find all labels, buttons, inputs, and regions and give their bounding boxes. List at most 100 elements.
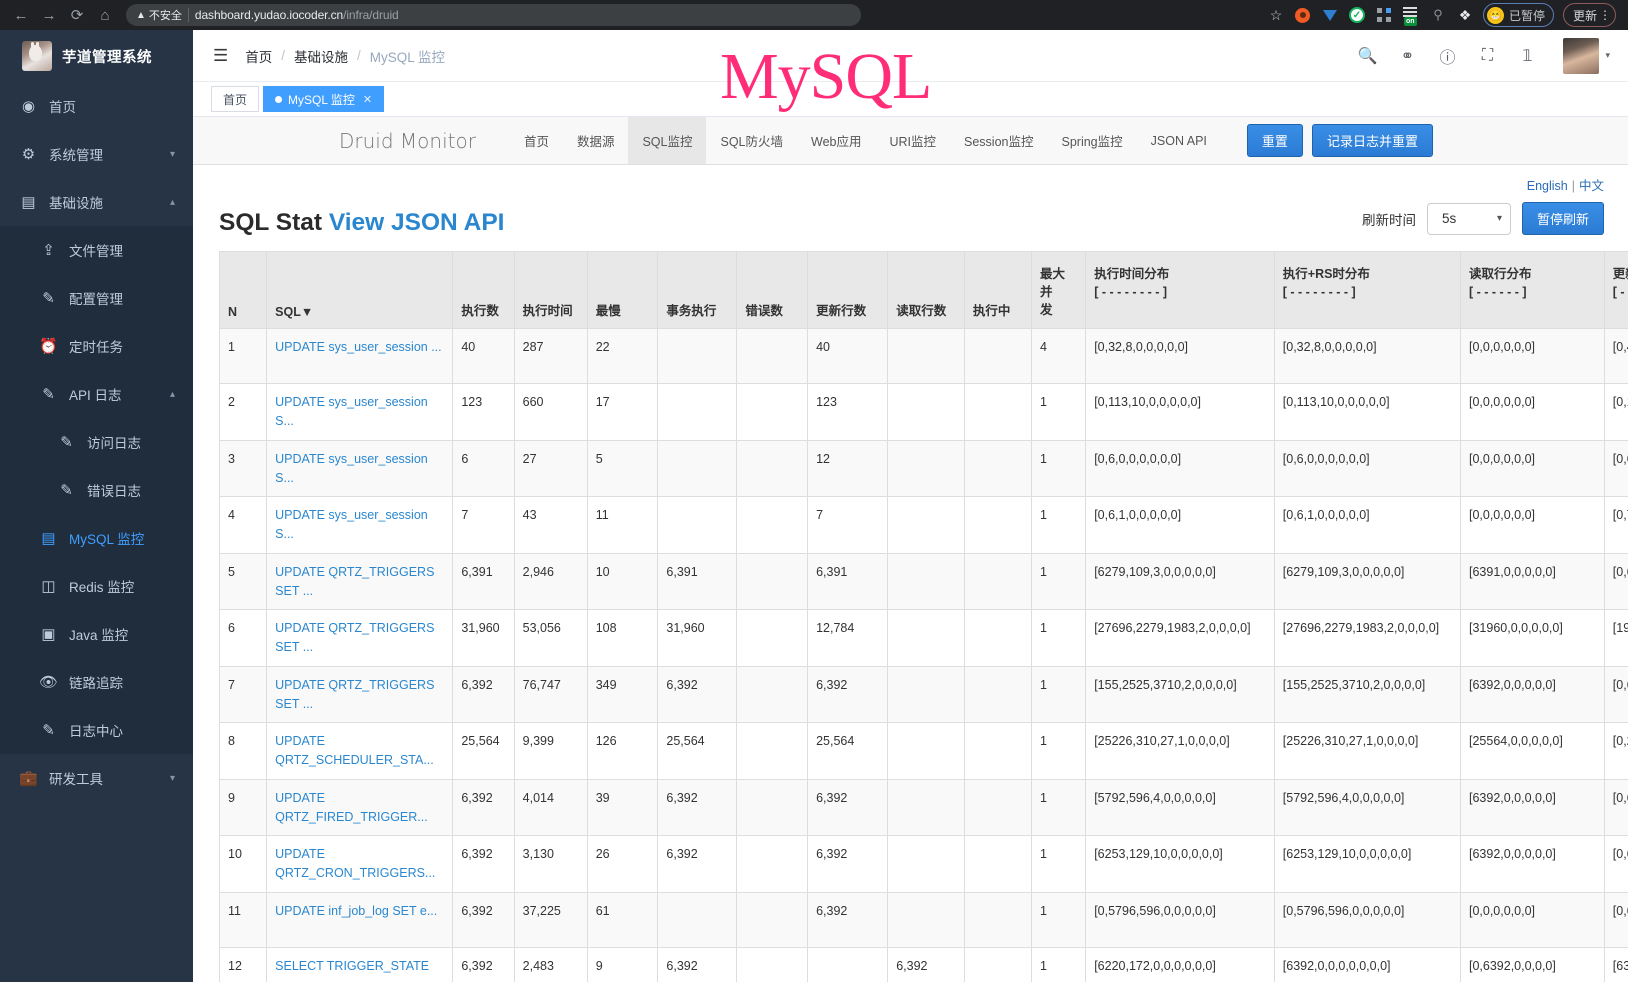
sidebar-item-java-monitor[interactable]: ▣ Java 监控 xyxy=(0,610,193,658)
refresh-interval-select[interactable]: 5s ▾ xyxy=(1426,202,1511,235)
col-exec-count[interactable]: 执行数 xyxy=(452,250,515,330)
extensions-puzzle-icon[interactable]: ❖ xyxy=(1458,6,1472,23)
close-icon[interactable]: ✕ xyxy=(362,93,373,106)
sidebar-item-trace[interactable]: 👁 链路追踪 xyxy=(0,658,193,706)
lang-chinese-link[interactable]: 中文 xyxy=(1578,179,1604,193)
sidebar-item-access-log[interactable]: ✎ 访问日志 xyxy=(0,418,193,466)
breadcrumb-item-home[interactable]: 首页 xyxy=(245,49,273,65)
extension-person-icon[interactable]: ⚲ xyxy=(1433,7,1443,22)
sidebar-item-log-center[interactable]: ✎ 日志中心 xyxy=(0,706,193,754)
extension-grid-icon[interactable] xyxy=(1375,6,1393,24)
help-icon[interactable]: ⓘ xyxy=(1439,49,1456,67)
col-tx-exec[interactable]: 事务执行 xyxy=(657,250,738,330)
sql-link[interactable]: UPDATE QRTZ_TRIGGERS SET ... xyxy=(275,677,435,711)
sql-link[interactable]: UPDATE sys_user_session ... xyxy=(275,340,442,355)
forward-arrow-icon[interactable]: → xyxy=(41,6,57,24)
sql-link[interactable]: UPDATE QRTZ_TRIGGERS SET ... xyxy=(275,564,435,598)
bookmark-star-icon[interactable]: ☆ xyxy=(1269,6,1283,23)
cell-sql[interactable]: UPDATE sys_user_session S... xyxy=(266,496,454,554)
druid-nav-datasource[interactable]: 数据源 xyxy=(563,117,629,164)
col-read-rows[interactable]: 读取行数 xyxy=(887,250,965,330)
sql-link[interactable]: UPDATE inf_job_log SET e... xyxy=(275,903,438,918)
col-sql[interactable]: SQL▼ xyxy=(266,250,454,330)
sidebar-item-error-log[interactable]: ✎ 错误日志 xyxy=(0,466,193,514)
github-icon[interactable]: ⚭ xyxy=(1400,47,1415,65)
lang-english-link[interactable]: English xyxy=(1526,179,1568,193)
reset-button[interactable]: 重置 xyxy=(1246,124,1303,157)
extension-on-icon[interactable]: on xyxy=(1402,6,1420,26)
cell-sql[interactable]: UPDATE QRTZ_TRIGGERS SET ... xyxy=(266,609,454,667)
pause-refresh-button[interactable]: 暂停刷新 xyxy=(1521,202,1604,235)
cell-sql[interactable]: UPDATE QRTZ_TRIGGERS SET ... xyxy=(266,665,454,724)
sql-link[interactable]: UPDATE sys_user_session S... xyxy=(275,395,428,429)
druid-brand[interactable]: Druid Monitor xyxy=(339,128,476,153)
col-n[interactable]: N xyxy=(218,250,268,330)
sql-link[interactable]: UPDATE QRTZ_FIRED_TRIGGER... xyxy=(275,790,428,824)
sidebar-item-config-manage[interactable]: ✎ 配置管理 xyxy=(0,274,193,322)
col-exec-time[interactable]: 执行时间 xyxy=(513,250,588,330)
sidebar-item-system[interactable]: ⚙ 系统管理 ▾ xyxy=(0,130,193,178)
sql-link[interactable]: UPDATE QRTZ_TRIGGERS SET ... xyxy=(275,621,435,655)
sidebar-item-dev-tools[interactable]: 💼 研发工具 ▾ xyxy=(0,754,193,802)
update-button[interactable]: 更新 ⋮ xyxy=(1562,3,1616,27)
sidebar-item-scheduled-task[interactable]: ⏰ 定时任务 xyxy=(0,322,193,370)
druid-nav-home[interactable]: 首页 xyxy=(510,117,563,164)
druid-nav-spring-monitor[interactable]: Spring监控 xyxy=(1048,117,1137,164)
chrome-menu-icon[interactable]: ⋮ xyxy=(1599,8,1611,22)
profile-paused-pill[interactable]: 😁 已暂停 xyxy=(1482,3,1554,27)
hamburger-icon[interactable]: ☰ xyxy=(213,46,228,65)
cell-sql[interactable]: UPDATE QRTZ_TRIGGERS SET ... xyxy=(266,552,454,611)
col-update-rows[interactable]: 更新行数 xyxy=(807,250,889,330)
sql-link[interactable]: SELECT TRIGGER_STATE xyxy=(275,958,430,973)
sql-link[interactable]: UPDATE QRTZ_SCHEDULER_STA... xyxy=(275,734,434,768)
sidebar-item-mysql-monitor[interactable]: ▤ MySQL 监控 xyxy=(0,514,193,562)
cell-sql[interactable]: UPDATE QRTZ_SCHEDULER_STA... xyxy=(266,722,454,780)
security-warning[interactable]: ▲ 不安全 xyxy=(136,7,182,23)
breadcrumb-item-infra[interactable]: 基础设施 xyxy=(294,49,349,65)
sql-link[interactable]: UPDATE QRTZ_CRON_TRIGGERS... xyxy=(275,847,436,881)
sidebar-item-infra[interactable]: ▤ 基础设施 ▴ xyxy=(0,178,193,226)
view-json-api-link[interactable]: View JSON API xyxy=(328,209,505,236)
sidebar-item-file-manage[interactable]: ⇪ 文件管理 xyxy=(0,226,193,274)
tab-home[interactable]: 首页 xyxy=(211,86,260,112)
search-icon[interactable]: 🔍 xyxy=(1357,47,1378,65)
cell-sql[interactable]: UPDATE QRTZ_CRON_TRIGGERS... xyxy=(266,835,454,893)
col-update-rows-dist[interactable]: 更新行分布 [ - - - - - - ] xyxy=(1603,250,1628,330)
tab-mysql-monitor[interactable]: MySQL 监控 ✕ xyxy=(263,86,385,112)
col-exec-time-dist[interactable]: 执行时间分布 [ - - - - - - - - ] xyxy=(1085,250,1275,330)
cell-sql[interactable]: UPDATE sys_user_session S... xyxy=(266,383,454,441)
extension-green-icon[interactable]: ✓ xyxy=(1348,6,1366,24)
sidebar-item-home[interactable]: ◉ 首页 xyxy=(0,82,193,130)
cell-sql[interactable]: SELECT TRIGGER_STATE xyxy=(266,946,454,982)
back-arrow-icon[interactable]: ← xyxy=(13,6,29,24)
cell-sql[interactable]: UPDATE sys_user_session ... xyxy=(266,328,454,385)
extension-diamond-icon[interactable] xyxy=(1321,6,1339,24)
sql-link[interactable]: UPDATE sys_user_session S... xyxy=(275,508,428,542)
cell-sql[interactable]: UPDATE inf_job_log SET e... xyxy=(266,891,454,948)
address-bar[interactable]: ▲ 不安全 dashboard.yudao.iocoder.cn/infra/d… xyxy=(126,4,861,26)
druid-nav-session-monitor[interactable]: Session监控 xyxy=(950,117,1047,164)
home-icon[interactable]: ⌂ xyxy=(100,6,110,24)
sidebar-brand[interactable]: 芋道管理系统 xyxy=(0,30,193,82)
sidebar-item-redis-monitor[interactable]: ◫ Redis 监控 xyxy=(0,562,193,610)
font-size-icon[interactable]: 𝟙 xyxy=(1522,47,1533,65)
extension-orange-icon[interactable] xyxy=(1294,6,1312,24)
fullscreen-icon[interactable]: ⛶ xyxy=(1481,46,1494,64)
col-slowest[interactable]: 最慢 xyxy=(586,250,659,330)
col-running[interactable]: 执行中 xyxy=(963,250,1032,330)
druid-nav-sql-monitor[interactable]: SQL监控 xyxy=(628,117,707,164)
col-max-concurrent[interactable]: 最大并 发 xyxy=(1030,250,1087,330)
log-and-reset-button[interactable]: 记录日志并重置 xyxy=(1311,124,1433,157)
reload-icon[interactable]: ⟳ xyxy=(70,7,84,24)
col-exec-rs-dist[interactable]: 执行+RS时分布 [ - - - - - - - - ] xyxy=(1273,250,1461,330)
druid-nav-uri-monitor[interactable]: URI监控 xyxy=(875,117,950,164)
cell-sql[interactable]: UPDATE sys_user_session S... xyxy=(266,439,454,498)
cell-sql[interactable]: UPDATE QRTZ_FIRED_TRIGGER... xyxy=(266,778,454,837)
col-error-count[interactable]: 错误数 xyxy=(736,250,809,330)
druid-nav-web-app[interactable]: Web应用 xyxy=(797,117,875,164)
avatar-menu[interactable]: ▾ xyxy=(1563,37,1610,74)
druid-nav-sql-firewall[interactable]: SQL防火墙 xyxy=(706,117,797,164)
sql-link[interactable]: UPDATE sys_user_session S... xyxy=(275,451,428,485)
col-read-rows-dist[interactable]: 读取行分布 [ - - - - - - ] xyxy=(1459,250,1605,330)
druid-nav-json-api[interactable]: JSON API xyxy=(1137,117,1221,164)
